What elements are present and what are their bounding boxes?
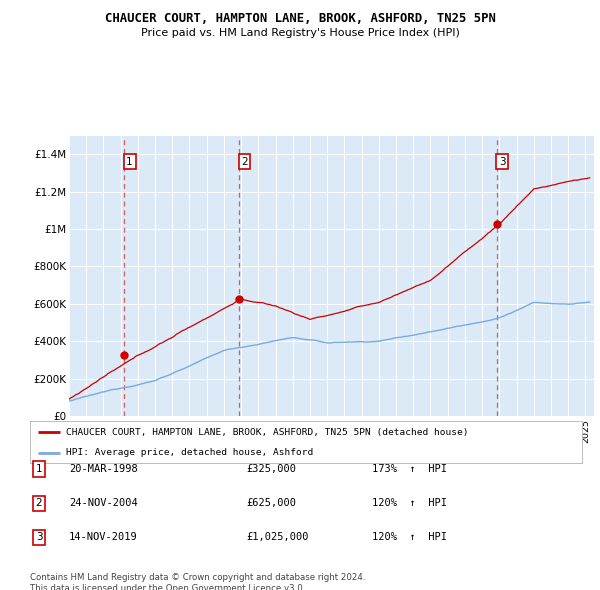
Text: £625,000: £625,000: [246, 499, 296, 508]
Text: Price paid vs. HM Land Registry's House Price Index (HPI): Price paid vs. HM Land Registry's House …: [140, 28, 460, 38]
Text: 120%  ↑  HPI: 120% ↑ HPI: [372, 499, 447, 508]
Text: HPI: Average price, detached house, Ashford: HPI: Average price, detached house, Ashf…: [66, 448, 313, 457]
Text: 14-NOV-2019: 14-NOV-2019: [69, 533, 138, 542]
Text: 1: 1: [35, 464, 43, 474]
Text: 2: 2: [35, 499, 43, 508]
Text: 1: 1: [126, 157, 133, 167]
Text: CHAUCER COURT, HAMPTON LANE, BROOK, ASHFORD, TN25 5PN (detached house): CHAUCER COURT, HAMPTON LANE, BROOK, ASHF…: [66, 428, 469, 437]
Text: 3: 3: [499, 157, 506, 167]
Text: CHAUCER COURT, HAMPTON LANE, BROOK, ASHFORD, TN25 5PN: CHAUCER COURT, HAMPTON LANE, BROOK, ASHF…: [104, 12, 496, 25]
Text: 24-NOV-2004: 24-NOV-2004: [69, 499, 138, 508]
Text: 120%  ↑  HPI: 120% ↑ HPI: [372, 533, 447, 542]
Text: £325,000: £325,000: [246, 464, 296, 474]
Text: £1,025,000: £1,025,000: [246, 533, 308, 542]
Text: 20-MAR-1998: 20-MAR-1998: [69, 464, 138, 474]
Text: Contains HM Land Registry data © Crown copyright and database right 2024.: Contains HM Land Registry data © Crown c…: [30, 573, 365, 582]
Text: This data is licensed under the Open Government Licence v3.0.: This data is licensed under the Open Gov…: [30, 584, 305, 590]
Text: 173%  ↑  HPI: 173% ↑ HPI: [372, 464, 447, 474]
Text: 2: 2: [241, 157, 248, 167]
Text: 3: 3: [35, 533, 43, 542]
